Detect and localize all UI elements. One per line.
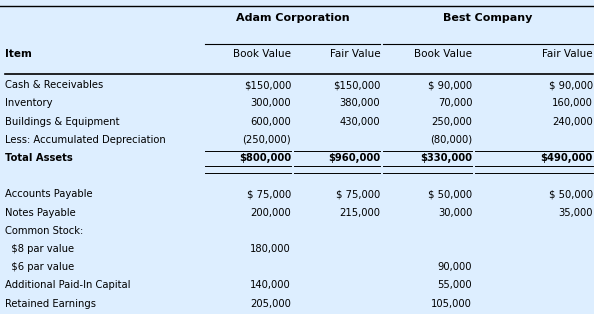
Text: 140,000: 140,000 xyxy=(250,280,291,290)
Text: $960,000: $960,000 xyxy=(328,153,380,163)
Text: Common Stock:: Common Stock: xyxy=(5,226,83,236)
Text: 380,000: 380,000 xyxy=(340,98,380,108)
Text: 180,000: 180,000 xyxy=(250,244,291,254)
Text: Total Assets: Total Assets xyxy=(5,153,72,163)
Text: 300,000: 300,000 xyxy=(251,98,291,108)
Text: $ 75,000: $ 75,000 xyxy=(336,189,380,199)
Text: (80,000): (80,000) xyxy=(430,135,472,145)
Text: 240,000: 240,000 xyxy=(552,116,593,127)
Text: Inventory: Inventory xyxy=(5,98,52,108)
Text: 200,000: 200,000 xyxy=(250,208,291,218)
Text: 35,000: 35,000 xyxy=(558,208,593,218)
Text: Buildings & Equipment: Buildings & Equipment xyxy=(5,116,119,127)
Text: Item: Item xyxy=(5,49,31,59)
Text: Cash & Receivables: Cash & Receivables xyxy=(5,80,103,90)
Text: 160,000: 160,000 xyxy=(552,98,593,108)
Text: Additional Paid-In Capital: Additional Paid-In Capital xyxy=(5,280,130,290)
Text: 105,000: 105,000 xyxy=(431,299,472,309)
Text: 30,000: 30,000 xyxy=(438,208,472,218)
Text: $ 90,000: $ 90,000 xyxy=(428,80,472,90)
Text: 600,000: 600,000 xyxy=(250,116,291,127)
Text: Retained Earnings: Retained Earnings xyxy=(5,299,96,309)
Text: Notes Payable: Notes Payable xyxy=(5,208,75,218)
Text: $8 par value: $8 par value xyxy=(5,244,74,254)
Text: $150,000: $150,000 xyxy=(244,80,291,90)
Text: 70,000: 70,000 xyxy=(438,98,472,108)
Text: 430,000: 430,000 xyxy=(340,116,380,127)
Text: 205,000: 205,000 xyxy=(250,299,291,309)
Text: 55,000: 55,000 xyxy=(438,280,472,290)
Text: $6 par value: $6 par value xyxy=(5,262,74,272)
Text: Accounts Payable: Accounts Payable xyxy=(5,189,93,199)
Text: Fair Value: Fair Value xyxy=(542,49,593,59)
Text: Book Value: Book Value xyxy=(233,49,291,59)
Text: $ 75,000: $ 75,000 xyxy=(247,189,291,199)
Text: Less: Accumulated Depreciation: Less: Accumulated Depreciation xyxy=(5,135,166,145)
Text: $150,000: $150,000 xyxy=(333,80,380,90)
Text: Adam Corporation: Adam Corporation xyxy=(236,13,349,23)
Text: $330,000: $330,000 xyxy=(420,153,472,163)
Text: $ 90,000: $ 90,000 xyxy=(549,80,593,90)
Text: $ 50,000: $ 50,000 xyxy=(549,189,593,199)
Text: 215,000: 215,000 xyxy=(339,208,380,218)
Text: 90,000: 90,000 xyxy=(438,262,472,272)
Text: (250,000): (250,000) xyxy=(242,135,291,145)
Text: Fair Value: Fair Value xyxy=(330,49,380,59)
Text: $800,000: $800,000 xyxy=(239,153,291,163)
Text: Book Value: Book Value xyxy=(414,49,472,59)
Text: $ 50,000: $ 50,000 xyxy=(428,189,472,199)
Text: Best Company: Best Company xyxy=(443,13,533,23)
Text: $490,000: $490,000 xyxy=(541,153,593,163)
Text: 250,000: 250,000 xyxy=(431,116,472,127)
